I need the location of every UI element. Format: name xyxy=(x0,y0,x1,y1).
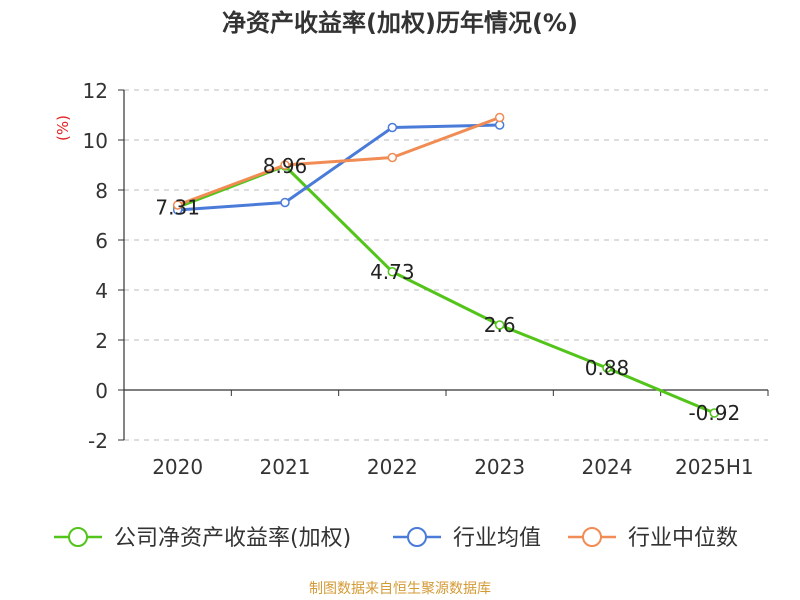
data-point xyxy=(709,408,720,418)
legend: 公司净资产收益率(加权) 行业均值 行业中位数 xyxy=(54,526,738,551)
data-label: 2.6 xyxy=(484,313,516,337)
series-line xyxy=(177,123,500,212)
series-group xyxy=(172,112,720,418)
legend-label: 公司净资产收益率(加权) xyxy=(114,526,351,551)
legend-marker xyxy=(68,527,88,547)
y-tick-label: 2 xyxy=(95,329,108,353)
x-tick-label: 2022 xyxy=(367,455,418,479)
data-label: 0.88 xyxy=(585,356,630,380)
data-label: 4.73 xyxy=(370,260,415,284)
y-tick-label: 12 xyxy=(83,79,108,103)
legend-marker xyxy=(582,527,602,547)
data-point xyxy=(172,200,183,210)
legend-marker xyxy=(407,527,427,547)
data-point xyxy=(494,112,505,123)
legend-label: 行业均值 xyxy=(453,526,541,551)
x-tick-label: 2021 xyxy=(260,455,311,479)
data-point xyxy=(280,160,290,170)
data-point xyxy=(280,197,290,208)
data-point xyxy=(387,152,398,163)
data-label: 8.96 xyxy=(263,154,308,178)
gridlines xyxy=(124,89,768,441)
legend-label: 行业中位数 xyxy=(628,526,738,551)
y-tick-label: 0 xyxy=(95,379,108,403)
y-tick-label: 8 xyxy=(95,179,108,203)
y-tick-label: 6 xyxy=(95,229,108,253)
x-tick-label: 2020 xyxy=(152,455,203,479)
y-tick-label: 4 xyxy=(95,279,108,303)
data-label: 7.31 xyxy=(155,195,200,219)
x-tick-label: 2025H1 xyxy=(675,455,754,479)
y-tick-label: -2 xyxy=(88,429,108,453)
y-axis-label: (%) xyxy=(54,115,72,141)
source-note: 制图数据来自恒生聚源数据库 xyxy=(309,581,491,597)
axes: -2 0 2 4 6 8 10 12 2020 2021 2022 2023 2024 2025H1 xyxy=(83,79,769,479)
x-tick-label: 2024 xyxy=(582,455,633,479)
chart-title: 净资产收益率(加权)历年情况(%) xyxy=(222,9,578,37)
data-labels: 7.31 8.96 4.73 2.6 0.88 -0.92 xyxy=(155,154,740,425)
data-label: -0.92 xyxy=(688,401,740,425)
x-tick-label: 2023 xyxy=(474,455,525,479)
y-tick-label: 10 xyxy=(83,129,108,153)
series-line xyxy=(177,116,501,207)
data-point xyxy=(494,320,505,330)
data-point xyxy=(387,267,398,277)
data-point xyxy=(602,363,612,373)
data-point xyxy=(387,122,398,133)
